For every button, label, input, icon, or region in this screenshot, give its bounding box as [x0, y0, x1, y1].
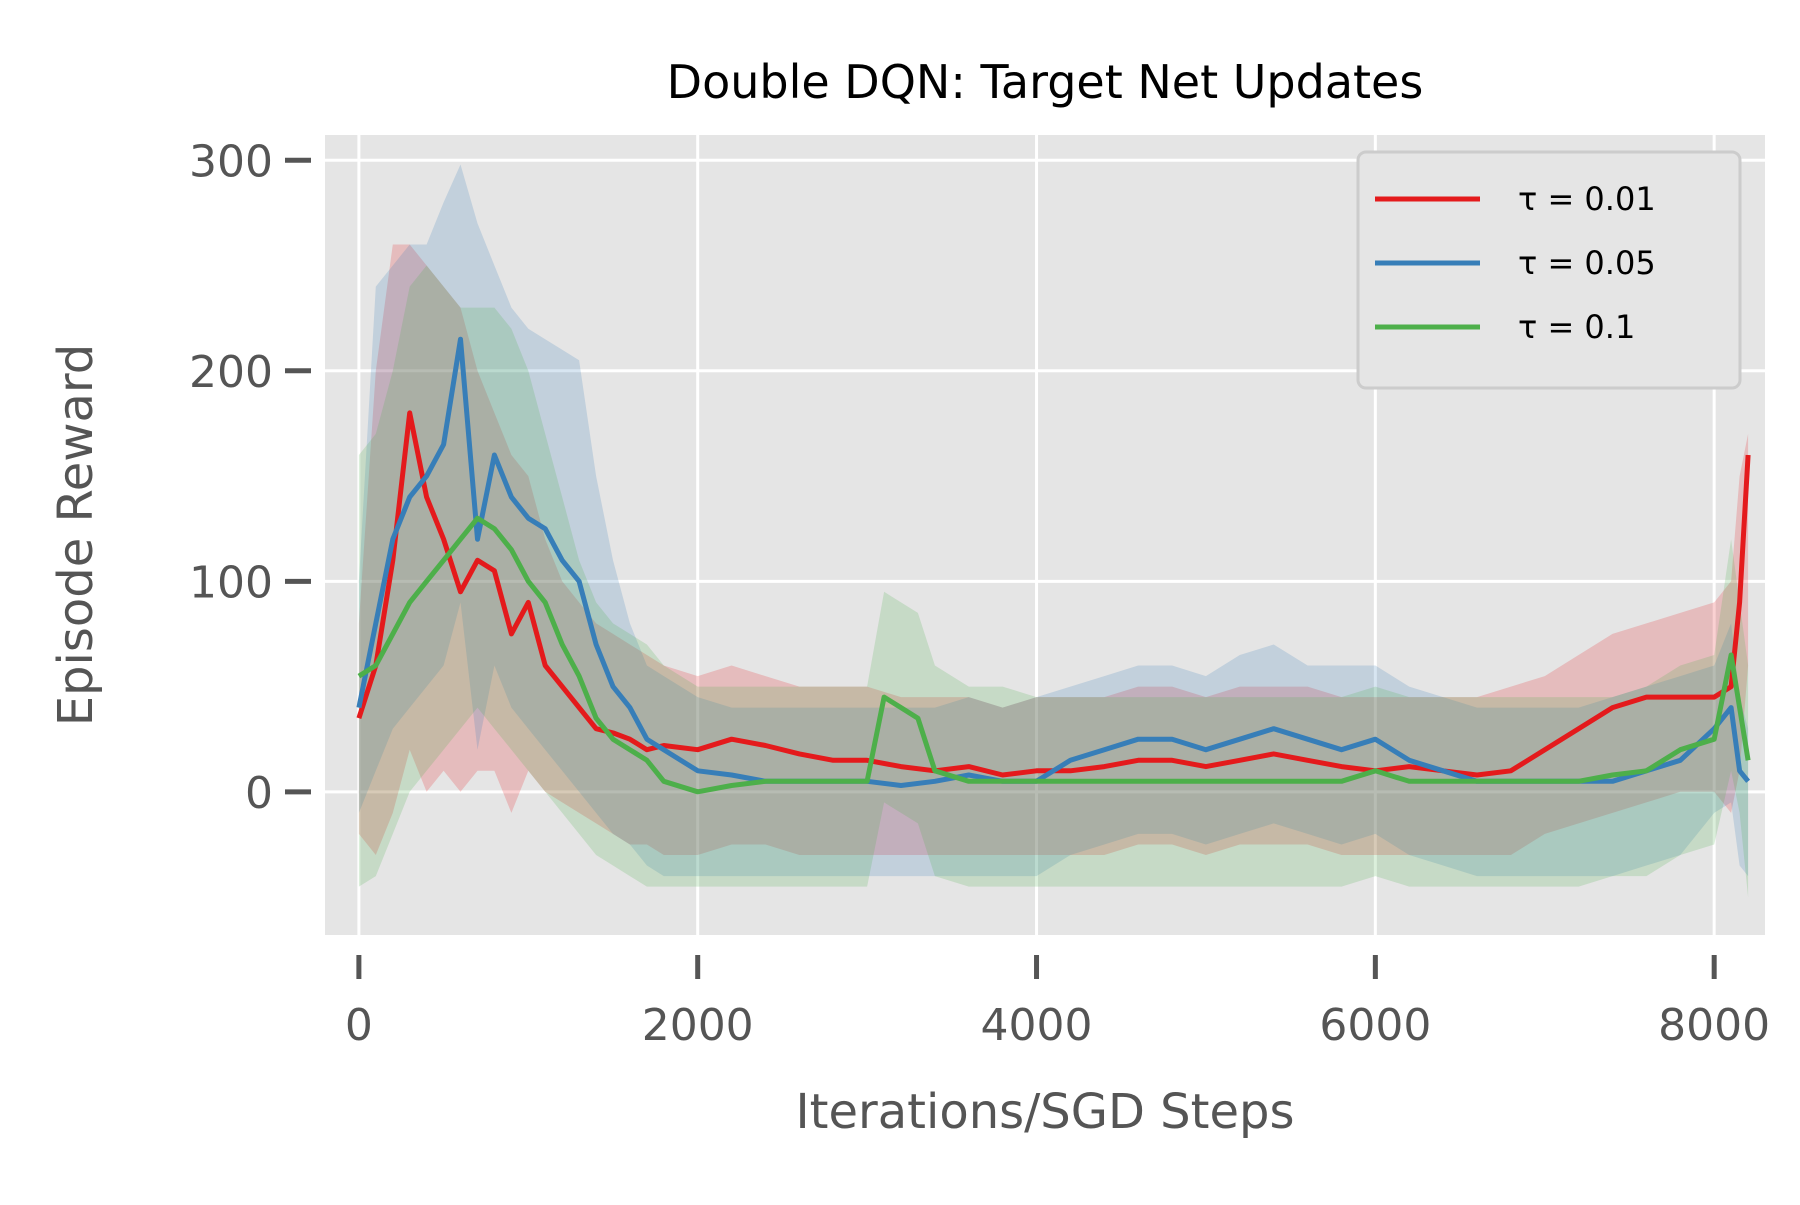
series-bands: [358, 164, 1749, 898]
series-band-1: [358, 244, 1749, 855]
y-tick-label: 0: [245, 768, 273, 819]
x-tick-label: 2000: [642, 1000, 754, 1051]
axis-ticks: 0 2000 4000 6000 8000 0 100 200 300: [189, 136, 1770, 1051]
series-band-3: [358, 265, 1749, 898]
legend-label: τ = 0.05: [1518, 244, 1656, 282]
legend-label: τ = 0.1: [1518, 308, 1635, 346]
chart-title: Double DQN: Target Net Updates: [667, 55, 1424, 109]
x-axis-label: Iterations/SGD Steps: [796, 1084, 1295, 1140]
y-tick-label: 200: [189, 347, 273, 398]
legend: τ = 0.01 τ = 0.05 τ = 0.1: [1356, 150, 1742, 390]
y-tick-label: 300: [189, 136, 273, 187]
legend-label: τ = 0.01: [1518, 180, 1656, 218]
y-tick-label: 100: [189, 557, 273, 608]
x-tick-label: 4000: [981, 1000, 1093, 1051]
series-lines: [356, 336, 1751, 795]
x-tick-label: 8000: [1658, 1000, 1770, 1051]
series-line-3: [357, 515, 1751, 795]
y-axis-label: Episode Reward: [48, 344, 104, 727]
x-tick-label: 0: [345, 1000, 373, 1051]
series-band-2: [358, 164, 1749, 877]
x-tick-label: 6000: [1319, 1000, 1431, 1051]
